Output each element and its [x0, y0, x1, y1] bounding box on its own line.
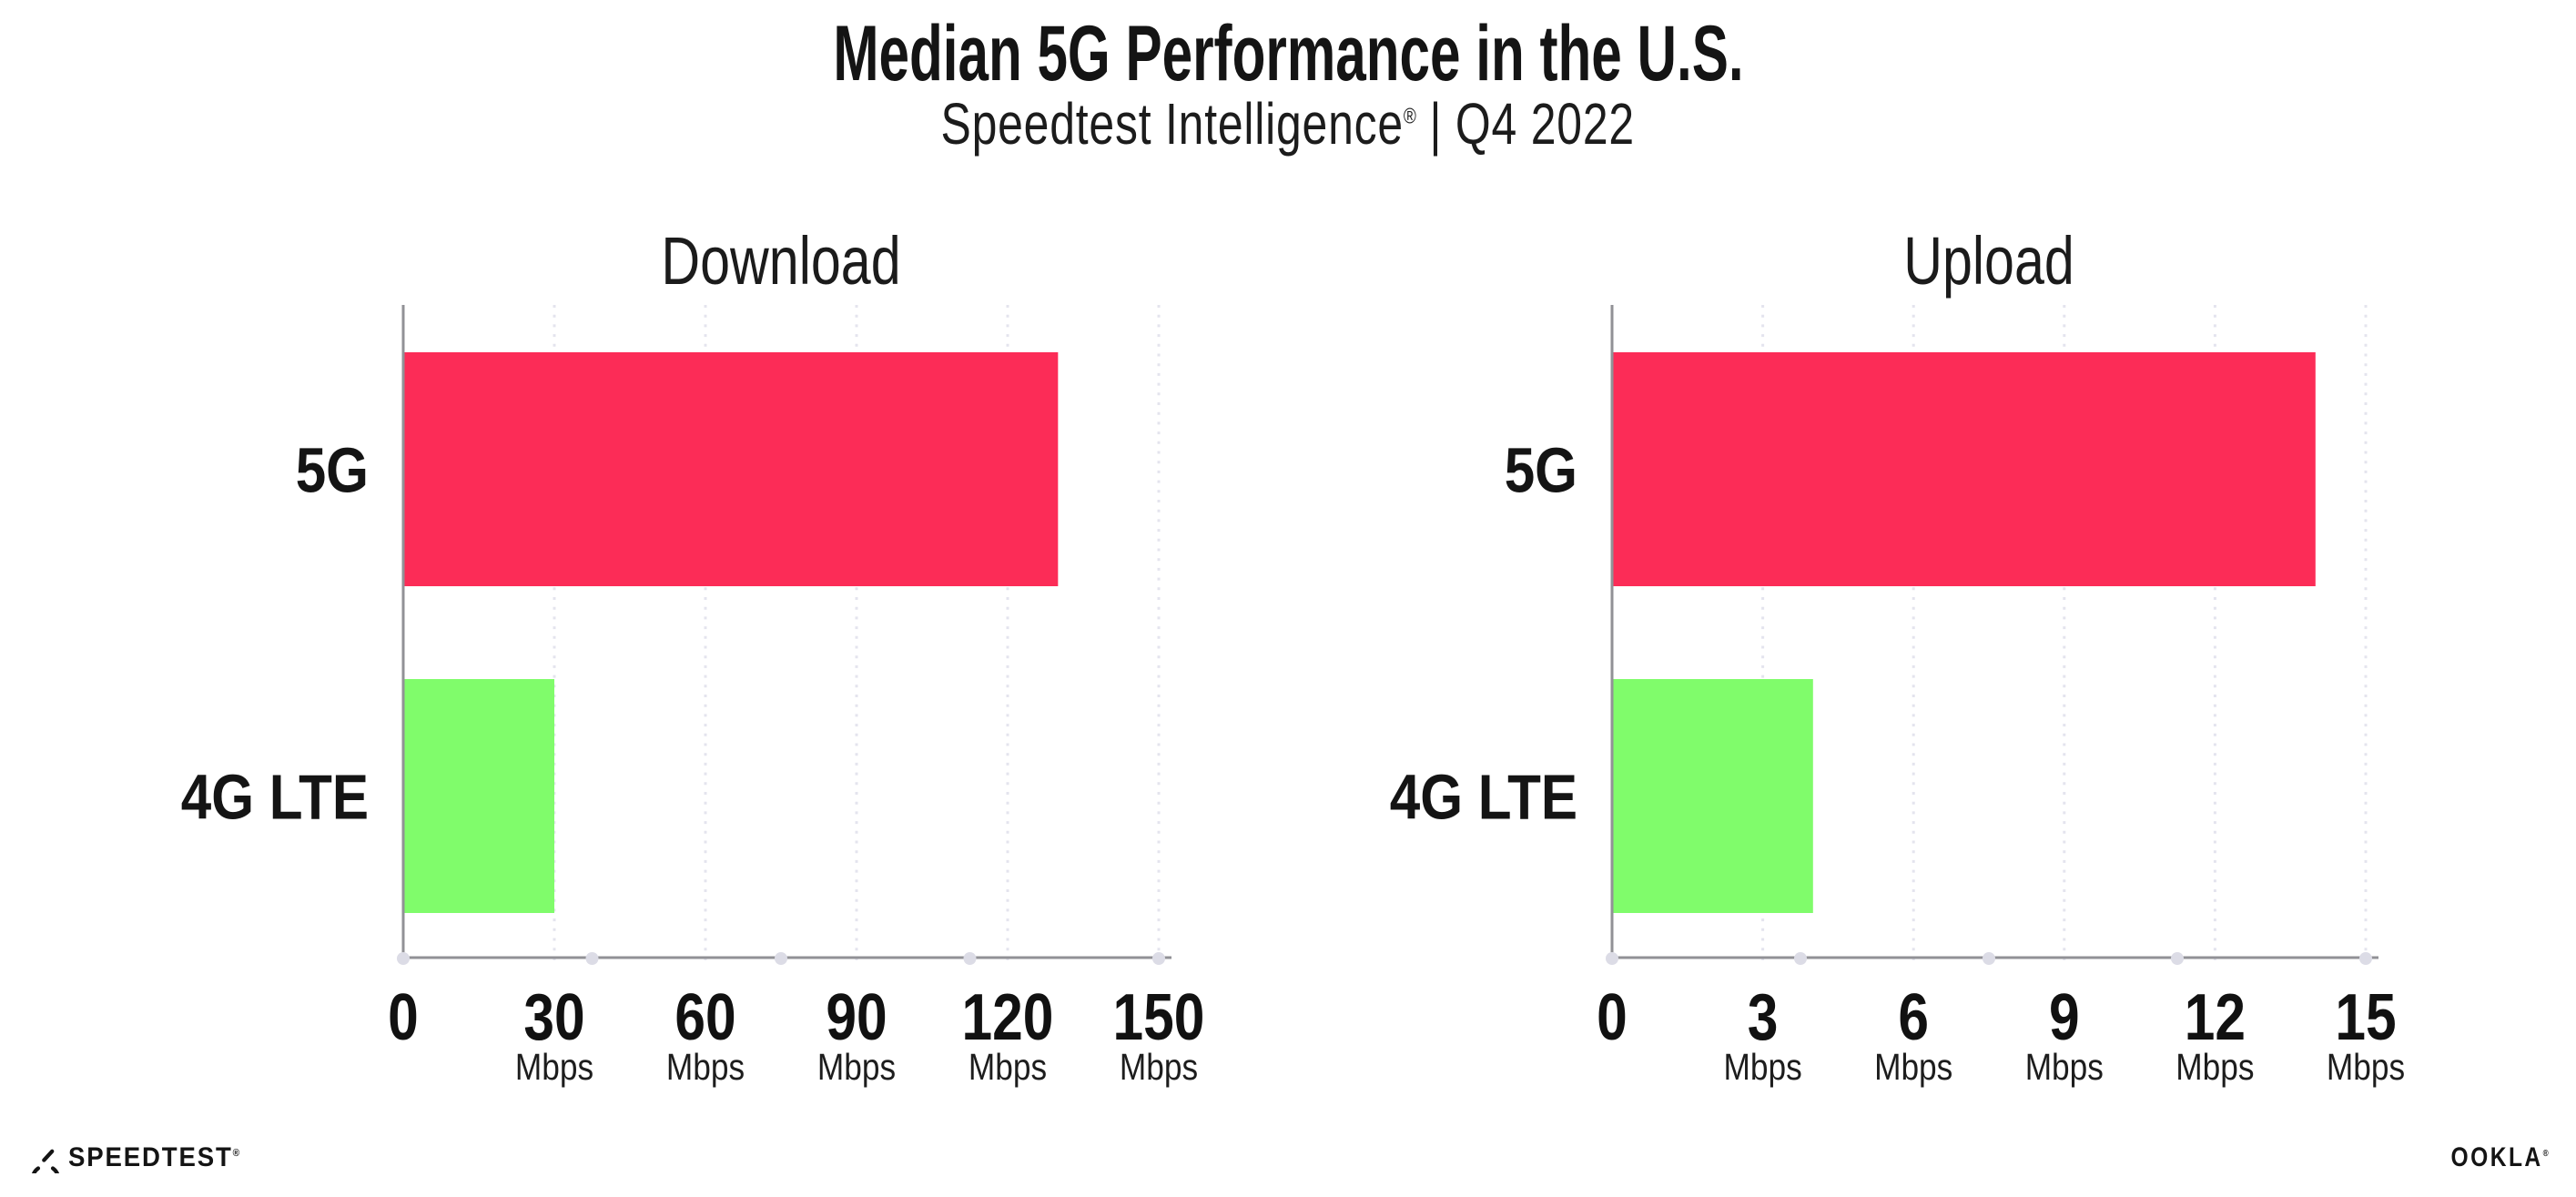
- axis-dot-upload-0: [1606, 952, 1618, 965]
- speedtest-registered-mark: ®: [232, 1148, 240, 1159]
- tick-label-upload-15: 15: [2335, 981, 2396, 1054]
- tick-label-download-150: 150: [1113, 981, 1205, 1054]
- tick-unit-upload-3: Mbps: [1724, 1047, 1802, 1089]
- tick-unit-download-150: Mbps: [1120, 1047, 1198, 1089]
- ookla-registered-mark: ®: [2542, 1149, 2549, 1159]
- tick-label-upload-6: 6: [1898, 981, 1929, 1054]
- registered-mark: ®: [1404, 104, 1417, 129]
- axis-dot-download-2: [775, 952, 787, 965]
- tick-unit-upload-15: Mbps: [2327, 1047, 2405, 1089]
- axis-dot-upload-3: [2171, 952, 2184, 965]
- chart-title-upload: Upload: [1903, 224, 2074, 299]
- axis-dot-upload-2: [1983, 952, 1995, 965]
- axis-dot-download-3: [963, 952, 977, 965]
- tick-unit-upload-6: Mbps: [1874, 1047, 1952, 1089]
- ookla-logo: OOKLA®: [2429, 1141, 2549, 1174]
- bar-4g-lte-download: [403, 679, 554, 913]
- tick-label-upload-3: 3: [1748, 981, 1779, 1054]
- speedtest-wordmark: SPEEDTEST®: [68, 1142, 239, 1173]
- tick-label-upload-12: 12: [2185, 981, 2246, 1054]
- tick-unit-download-30: Mbps: [515, 1047, 593, 1089]
- page-subtitle-text: Speedtest Intelligence® | Q4 2022: [941, 95, 1635, 153]
- axis-dot-download-4: [1152, 952, 1165, 965]
- subtitle-brand: Speedtest Intelligence: [940, 91, 1405, 157]
- speedtest-wordmark-text: SPEEDTEST: [68, 1142, 233, 1172]
- ookla-wordmark-text: OOKLA: [2450, 1142, 2543, 1172]
- speedtest-logo: SPEEDTEST®: [30, 1140, 254, 1176]
- speedtest-gauge-icon: [32, 1149, 59, 1173]
- bar-4g-lte-upload: [1612, 679, 1813, 913]
- tick-label-upload-0: 0: [1597, 981, 1628, 1054]
- tick-label-download-60: 60: [674, 981, 735, 1054]
- category-label-download-5g: 5G: [296, 434, 369, 505]
- category-label-upload-4g-lte: 4G LTE: [1390, 761, 1577, 832]
- tick-label-download-30: 30: [523, 981, 584, 1054]
- ookla-wordmark: OOKLA®: [2451, 1142, 2549, 1173]
- tick-unit-upload-12: Mbps: [2175, 1047, 2254, 1089]
- page-title: Median 5G Performance in the U.S.: [0, 15, 2576, 93]
- axis-dot-upload-1: [1794, 952, 1807, 965]
- tick-unit-download-120: Mbps: [969, 1047, 1047, 1089]
- tick-label-download-90: 90: [826, 981, 887, 1054]
- tick-unit-upload-9: Mbps: [2025, 1047, 2104, 1089]
- tick-unit-download-90: Mbps: [817, 1047, 896, 1089]
- tick-label-download-120: 120: [962, 981, 1054, 1054]
- page-subtitle: Speedtest Intelligence® | Q4 2022: [0, 95, 2576, 153]
- axis-dot-upload-4: [2359, 952, 2372, 965]
- category-label-download-4g-lte: 4G LTE: [181, 761, 369, 832]
- page-title-text: Median 5G Performance in the U.S.: [832, 10, 1744, 97]
- tick-unit-download-60: Mbps: [666, 1047, 745, 1089]
- axis-dot-download-0: [397, 952, 410, 965]
- bar-5g-download: [403, 352, 1059, 586]
- tick-label-download-0: 0: [388, 981, 419, 1054]
- axis-dot-download-1: [585, 952, 599, 965]
- tick-label-upload-9: 9: [2049, 981, 2080, 1054]
- category-label-upload-5g: 5G: [1505, 434, 1577, 505]
- chart-title-download: Download: [661, 224, 900, 299]
- subtitle-period: | Q4 2022: [1416, 91, 1636, 157]
- bar-5g-upload: [1612, 352, 2316, 586]
